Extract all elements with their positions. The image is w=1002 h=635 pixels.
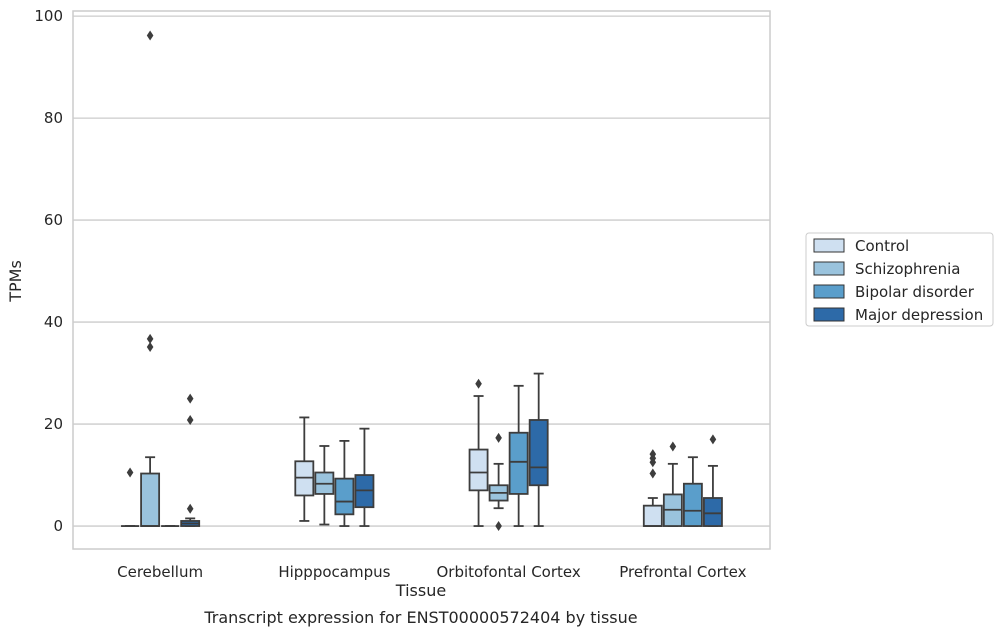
box [468,448,489,492]
box-1-4 [180,393,201,527]
box-1-1 [121,467,140,527]
outlier-point [146,333,154,344]
y-tick-label: 20 [44,415,63,433]
box-4-3 [682,456,703,527]
box-4-2 [662,441,683,527]
outlier-point [649,449,657,460]
box-3-3 [508,384,529,527]
box-3-1 [468,378,489,527]
outlier-point [186,393,194,404]
legend-label: Schizophrenia [855,260,960,278]
outlier-point [146,30,154,41]
x-axis-title: Tissue [395,581,446,600]
legend: Control Schizophrenia Bipolar disorder Majo… [805,232,994,327]
box [140,472,161,527]
outlier-point [495,432,502,443]
outlier-point [186,414,194,425]
chart-caption: Transcript expression for ENST0000057240… [203,608,637,627]
outlier-point [126,467,134,478]
box-3-4 [528,372,549,527]
y-tick-labels: 0 20 40 60 80 100 [34,7,63,535]
box [334,477,355,516]
box-2-4 [354,427,375,527]
y-tick-label: 80 [44,109,63,127]
x-tick-label: Hipppocampus [278,563,390,581]
box-2-2 [314,445,335,526]
outlier-point [709,434,717,445]
box-4-4 [703,434,723,527]
box-4-1 [642,449,663,527]
legend-label: Bipolar disorder [855,283,975,301]
box-3-2 [488,432,509,532]
legend-frame [805,232,994,327]
y-tick-label: 60 [44,211,63,229]
x-tick-label: Orbitofontal Cortex [437,563,581,581]
legend-swatch [813,307,845,322]
legend-swatch [813,284,845,299]
box [508,431,529,495]
box [528,419,549,487]
outlier-point [649,468,657,479]
box-1-2 [140,30,161,527]
outlier-point [475,378,482,389]
y-axis-title: TPMs [6,260,25,303]
outlier-point [186,503,194,514]
x-tick-label: Prefrontal Cortex [619,563,746,581]
legend-label: Control [855,237,909,255]
legend-swatch [813,238,845,253]
y-tick-label: 0 [53,517,63,535]
x-tick-labels: Cerebellum Hipppocampus Orbitofontal Corte… [117,563,746,581]
outlier-point [669,441,677,452]
legend-swatch [813,261,845,276]
box [703,497,723,527]
box [682,482,703,527]
plot-background [73,11,770,549]
box-groups [121,30,723,532]
outlier-point [495,521,502,532]
box [642,504,663,527]
legend-label: Major depression [855,306,983,324]
y-tick-label: 40 [44,313,63,331]
y-tick-label: 100 [34,7,63,25]
box-2-1 [294,416,315,522]
x-tick-label: Cerebellum [117,563,203,581]
box-2-3 [334,439,355,527]
plot-frame [72,10,771,550]
outlier-point [146,342,154,353]
